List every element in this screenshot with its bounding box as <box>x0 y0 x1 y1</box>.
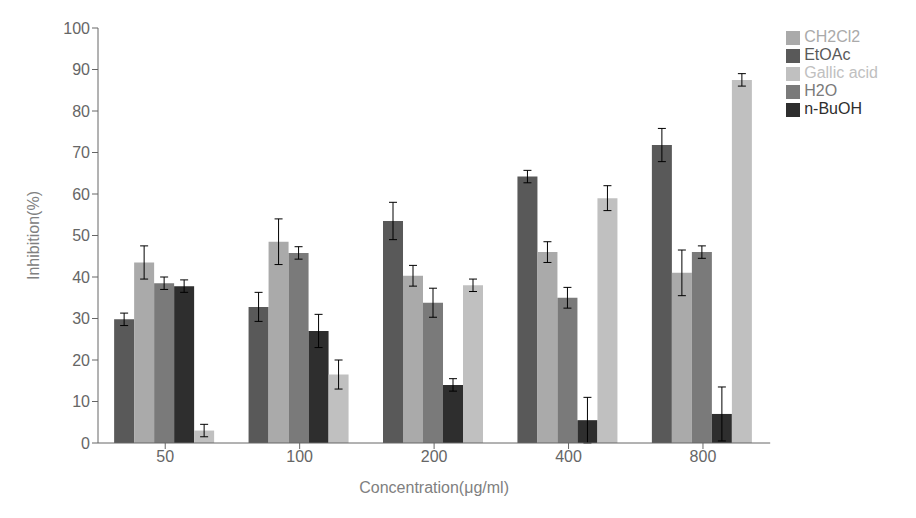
svg-text:80: 80 <box>72 103 90 120</box>
svg-text:60: 60 <box>72 186 90 203</box>
svg-text:70: 70 <box>72 144 90 161</box>
svg-text:40: 40 <box>72 269 90 286</box>
svg-text:200: 200 <box>421 448 448 465</box>
svg-text:10: 10 <box>72 393 90 410</box>
svg-text:800: 800 <box>690 448 717 465</box>
svg-text:50: 50 <box>156 448 174 465</box>
svg-text:50: 50 <box>72 227 90 244</box>
svg-text:0: 0 <box>81 435 90 452</box>
svg-text:100: 100 <box>286 448 313 465</box>
html-text:H2O: H2O <box>804 82 838 99</box>
svg-text:Concentration(μg/ml): Concentration(μg/ml) <box>359 479 509 496</box>
html-text:Gallic acid: Gallic acid <box>804 64 878 81</box>
html-text:CH2Cl2: CH2Cl2 <box>804 28 861 45</box>
svg-text:90: 90 <box>72 61 90 78</box>
svg-text:20: 20 <box>72 352 90 369</box>
html-text:EtOAc: EtOAc <box>804 46 851 63</box>
html-text:n-BuOH: n-BuOH <box>804 100 862 117</box>
svg-text:Inhibition(%): Inhibition(%) <box>25 191 42 280</box>
svg-text:400: 400 <box>555 448 582 465</box>
svg-text:30: 30 <box>72 310 90 327</box>
svg-text:100: 100 <box>63 20 90 37</box>
